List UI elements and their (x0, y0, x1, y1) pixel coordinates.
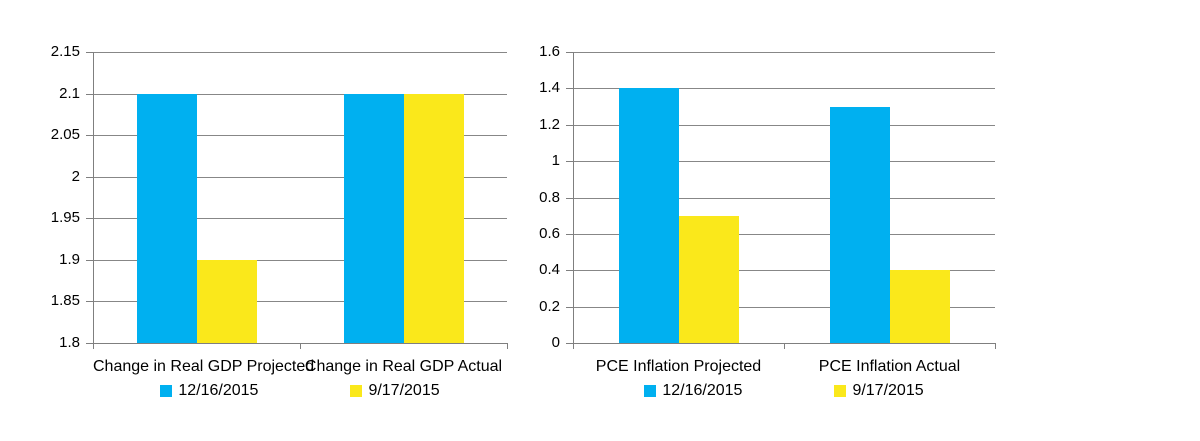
gridline (93, 52, 507, 53)
gridline (573, 161, 995, 162)
bar-pce-chart-series2-cat2 (890, 270, 950, 343)
bar-pce-chart-series1-cat1 (619, 88, 679, 343)
y-tick-label: 0.6 (539, 225, 560, 242)
y-axis-tick (566, 270, 573, 271)
y-tick-label: 1.95 (50, 209, 80, 226)
y-axis-tick (86, 177, 93, 178)
legend: 12/16/2015 9/17/2015 (573, 381, 995, 400)
y-tick-label: 1.85 (50, 292, 80, 309)
y-axis-tick (86, 260, 93, 261)
y-axis-tick (566, 234, 573, 235)
category-label: Change in Real GDP Actual (304, 358, 503, 375)
gridline (93, 177, 507, 178)
legend-label: 9/17/2015 (852, 382, 924, 399)
y-tick-label: 1.6 (539, 43, 560, 60)
y-tick-label: 2.05 (50, 126, 80, 143)
gridline (93, 218, 507, 219)
y-tick-label: 2.1 (59, 85, 80, 102)
x-axis-line (93, 343, 507, 344)
y-axis-tick (86, 218, 93, 219)
y-axis-tick (86, 343, 93, 344)
x-axis-tick (995, 343, 996, 349)
legend-swatch-icon (644, 384, 657, 397)
y-axis-tick (566, 161, 573, 162)
gridline (93, 301, 507, 302)
x-axis-tick (784, 343, 785, 349)
y-tick-label: 2 (71, 168, 80, 185)
gridline (573, 234, 995, 235)
y-tick-label: 0.2 (539, 298, 560, 315)
x-axis-tick (300, 343, 301, 349)
gridline (573, 307, 995, 308)
y-axis-line (93, 52, 94, 344)
category-label: PCE Inflation Projected (595, 358, 762, 375)
gridline (573, 125, 995, 126)
bar-gdp-chart-series2-cat2 (404, 94, 464, 343)
y-axis-tick (566, 88, 573, 89)
gridline (93, 135, 507, 136)
y-axis-line (573, 52, 574, 344)
gridline (93, 94, 507, 95)
x-axis-line (573, 343, 995, 344)
y-axis-tick (566, 198, 573, 199)
gridline (573, 198, 995, 199)
y-tick-label: 1.9 (59, 251, 80, 268)
legend-item-12/16/2015: 12/16/2015 (160, 381, 258, 400)
legend-item-12/16/2015: 12/16/2015 (644, 381, 742, 400)
x-axis-tick (573, 343, 574, 349)
x-axis-tick (507, 343, 508, 349)
legend-label: 9/17/2015 (368, 382, 440, 399)
gridline (93, 260, 507, 261)
y-tick-label: 0.4 (539, 261, 560, 278)
bar-pce-chart-series1-cat2 (830, 107, 890, 343)
y-axis-tick (86, 301, 93, 302)
legend-item-9/17/2015: 9/17/2015 (350, 381, 440, 400)
y-axis-tick (566, 307, 573, 308)
y-tick-label: 1 (551, 152, 560, 169)
legend-swatch-icon (160, 384, 173, 397)
y-axis-tick (566, 125, 573, 126)
legend-label: 12/16/2015 (178, 382, 259, 399)
legend: 12/16/2015 9/17/2015 (93, 381, 507, 400)
y-tick-label: 0.8 (539, 189, 560, 206)
bar-gdp-chart-series1-cat1 (137, 94, 197, 343)
category-label: PCE Inflation Actual (818, 358, 961, 375)
y-tick-label: 1.2 (539, 116, 560, 133)
bar-pce-chart-series2-cat1 (679, 216, 739, 343)
legend-item-9/17/2015: 9/17/2015 (834, 381, 924, 400)
category-label: Change in Real GDP Projected (93, 358, 315, 375)
y-axis-tick (566, 343, 573, 344)
bar-gdp-chart-series2-cat1 (197, 260, 257, 343)
legend-swatch-icon (350, 384, 363, 397)
legend-swatch-icon (834, 384, 847, 397)
gridline (573, 88, 995, 89)
x-axis-tick (93, 343, 94, 349)
gridline (573, 52, 995, 53)
y-tick-label: 1.8 (59, 334, 80, 351)
legend-label: 12/16/2015 (662, 382, 743, 399)
y-axis-tick (86, 94, 93, 95)
gridline (573, 270, 995, 271)
y-tick-label: 0 (551, 334, 560, 351)
y-axis-tick (566, 52, 573, 53)
y-axis-tick (86, 52, 93, 53)
y-tick-label: 2.15 (50, 43, 80, 60)
y-axis-tick (86, 135, 93, 136)
y-tick-label: 1.4 (539, 79, 560, 96)
bar-gdp-chart-series1-cat2 (344, 94, 404, 343)
